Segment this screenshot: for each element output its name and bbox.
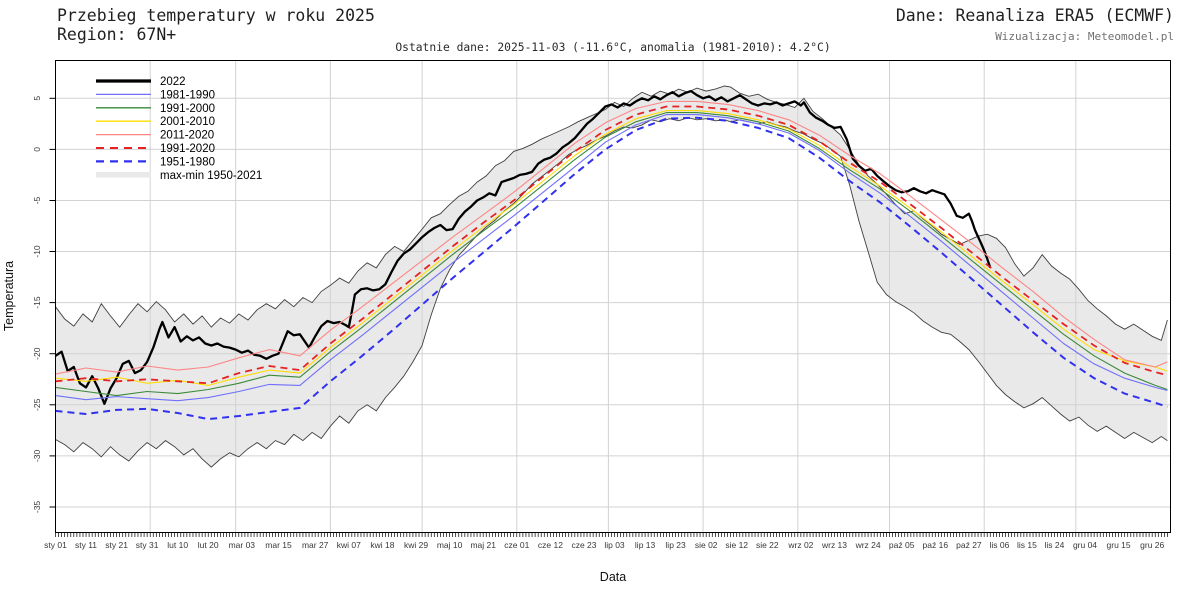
series-line-2022 [54, 89, 992, 405]
x-tick-label: sty 21 [105, 540, 128, 550]
last-data-subtitle: Ostatnie dane: 2025-11-03 (-11.6°C, anom… [395, 41, 831, 54]
plot-border [55, 60, 1171, 533]
series-line-1991-2000 [55, 112, 1168, 397]
x-tick-label: sty 31 [136, 540, 159, 550]
series-line-1951-1980 [55, 116, 1168, 421]
legend-item-1991-2020: 1991-2020 [96, 143, 215, 155]
x-tick-label: mar 27 [302, 540, 329, 550]
x-tick-label: kwi 29 [404, 540, 428, 550]
x-tick-label: maj 10 [437, 540, 463, 550]
x-tick-label: wrz 24 [855, 540, 881, 550]
x-tick-label: sty 01 [44, 540, 67, 550]
x-tick-label: mar 15 [265, 540, 292, 550]
x-tick-label: sty 11 [75, 540, 97, 550]
x-tick-label: cze 01 [504, 540, 529, 550]
x-tick-label: sie 02 [695, 540, 718, 550]
x-tick-label: wrz 13 [821, 540, 847, 550]
legend-label: 1951-1980 [160, 156, 215, 168]
x-tick-label: gru 15 [1107, 540, 1131, 550]
x-tick-label: wrz 02 [787, 540, 813, 550]
x-tick-label: lip 23 [665, 540, 686, 550]
gridlines [55, 60, 1171, 533]
region-label: Region: 67N+ [57, 25, 177, 44]
x-tick-label: sie 22 [756, 540, 779, 550]
legend-item-max-min-1950-2021: max-min 1950-2021 [96, 170, 262, 182]
chart-generated-content: 5 0 -5 -10 -15 -20 -25 -30 -35 sty 01 sty 11 sty 21… [32, 60, 1171, 550]
legend-label: max-min 1950-2021 [160, 170, 262, 182]
y-tick-label: -30 [32, 449, 42, 462]
max-min-band-lower-edge [55, 117, 1168, 468]
y-tick-label: 5 [32, 96, 42, 101]
legend-item-2001-2010: 2001-2010 [96, 116, 215, 128]
x-axis-labels: sty 01 sty 11 sty 21 sty 31 lut 10 lut 20 mar … [44, 540, 1164, 550]
series-line-2011-2020 [55, 100, 1168, 375]
data-source-label: Dane: Reanaliza ERA5 (ECMWF) [895, 6, 1174, 25]
legend-item-2011-2020: 2011-2020 [96, 130, 214, 142]
x-tick-label: sie 12 [725, 540, 748, 550]
legend-item-1951-1980: 1951-1980 [96, 156, 215, 168]
x-tick-label: lis 06 [989, 540, 1009, 550]
x-tick-label: lis 15 [1017, 540, 1037, 550]
legend-item-1991-2000: 1991-2000 [96, 103, 215, 115]
x-tick-label: kwi 07 [337, 540, 361, 550]
legend-label: 1991-2000 [160, 103, 215, 115]
x-tick-label: cze 12 [538, 540, 563, 550]
legend-label: 2001-2010 [160, 116, 215, 128]
x-tick-label: cze 23 [571, 540, 596, 550]
x-tick-label: paź 16 [923, 540, 949, 550]
y-tick-label: -35 [32, 501, 42, 514]
page-title: Przebieg temperatury w roku 2025 [57, 6, 375, 25]
x-tick-label: paź 05 [889, 540, 915, 550]
x-axis-title: Data [600, 570, 626, 584]
legend-item-2022: 2022 [96, 76, 186, 88]
x-tick-label: lip 03 [604, 540, 625, 550]
series-line-2001-2010 [55, 110, 1168, 386]
x-axis-ticks [55, 532, 1168, 537]
max-min-band-upper-edge [55, 85, 1168, 342]
x-tick-label: lis 24 [1044, 540, 1064, 550]
y-tick-label: 0 [32, 147, 42, 152]
max-min-band-area [55, 86, 1168, 468]
y-tick-label: -10 [32, 245, 42, 258]
y-axis-ticks: 5 0 -5 -10 -15 -20 -25 -30 -35 [32, 96, 56, 513]
legend-label: 2011-2020 [160, 130, 214, 142]
visualization-credit: Wizualizacja: Meteomodel.pl [995, 30, 1174, 43]
legend-item-1981-1990: 1981-1990 [96, 89, 215, 101]
x-tick-label: lut 10 [167, 540, 188, 550]
legend-label: 2022 [160, 76, 186, 88]
y-tick-label: -15 [32, 296, 42, 309]
x-tick-label: paź 27 [956, 540, 982, 550]
y-tick-label: -5 [32, 196, 42, 204]
y-tick-label: -25 [32, 398, 42, 411]
x-tick-label: gru 26 [1140, 540, 1164, 550]
x-tick-label: mar 03 [229, 540, 256, 550]
legend-label: 1991-2020 [160, 143, 215, 155]
x-tick-label: maj 21 [470, 540, 496, 550]
x-tick-label: kwi 18 [370, 540, 394, 550]
y-axis-title: Temperatura [2, 261, 16, 331]
x-tick-label: gru 04 [1073, 540, 1097, 550]
legend-label: 1981-1990 [160, 89, 215, 101]
x-tick-label: lut 20 [198, 540, 219, 550]
x-tick-label: lip 13 [635, 540, 656, 550]
legend-band-swatch [96, 172, 151, 178]
series-line-1991-2020 [55, 105, 1168, 385]
series-line-1981-1990 [55, 114, 1168, 402]
y-tick-label: -20 [32, 347, 42, 360]
